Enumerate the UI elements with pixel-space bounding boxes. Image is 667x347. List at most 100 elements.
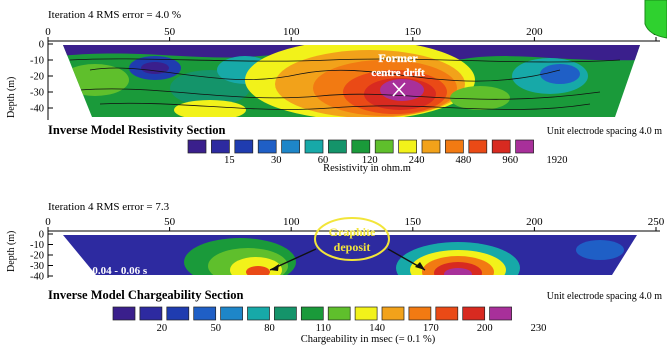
- low-core-left: [141, 62, 169, 74]
- colorbar-caption: Resistivity in ohm.m: [323, 163, 411, 174]
- y-tick-label: 0: [39, 230, 44, 241]
- y-tick-labels: 0-10-20-30-40: [30, 230, 53, 283]
- colorbar-value: 200: [477, 323, 493, 334]
- annotation-line-2: centre drift: [371, 67, 425, 79]
- drift-void: [380, 79, 424, 101]
- colorbar-swatch: [374, 139, 394, 154]
- colorbar-swatch: [421, 139, 441, 154]
- former-centre-drift-annotation: Former centre drift: [371, 51, 425, 97]
- colorbar-swatch: [328, 139, 347, 154]
- colorbar-swatch: [193, 306, 217, 321]
- mid-zone-left: [63, 64, 129, 96]
- colorbar-swatch: [281, 139, 300, 154]
- colorbar-swatch: [435, 306, 459, 321]
- resistivity-panel: Iteration 4 RMS error = 4.0 %: [6, 9, 662, 174]
- depth-axis-label: Depth (m): [6, 231, 17, 272]
- colorbar-swatch: [234, 139, 254, 154]
- ip-window-label: IP 3 = 0.04 - 0.06 s: [62, 265, 148, 277]
- colorbar-swatch: [398, 139, 417, 154]
- colorbar-swatch: [408, 306, 432, 321]
- x-tick-label: 100: [283, 216, 300, 228]
- colorbar-swatch: [187, 139, 207, 154]
- resistivity-section: [63, 45, 640, 117]
- right-low: [540, 64, 580, 84]
- x-tick-label: 100: [283, 26, 300, 38]
- colorbar-swatch: [247, 306, 270, 321]
- y-tick-label: -10: [30, 56, 44, 67]
- colorbar-swatch: [220, 306, 243, 321]
- contour-line: [99, 102, 591, 110]
- chargeability-colorbar: [112, 306, 512, 321]
- background-fill: [63, 235, 637, 275]
- y-tick-label: -20: [30, 251, 44, 262]
- colorbar-swatch: [491, 139, 511, 154]
- contour-line: [69, 58, 621, 63]
- y-tick-labels: 0 -10 -20 -30 -40: [30, 40, 53, 115]
- x-tick-label: 200: [526, 216, 543, 228]
- depth-axis-label: Depth (m): [6, 77, 17, 118]
- colorbar-value: 60: [318, 155, 329, 166]
- colorbar-value: 240: [409, 155, 425, 166]
- x-tick-label: 0: [45, 26, 51, 38]
- colorbar-value: 15: [224, 155, 235, 166]
- right-green: [450, 86, 510, 110]
- colorbar-value: 1920: [547, 155, 568, 166]
- colorbar-swatch: [112, 306, 136, 321]
- y-tick-label: -40: [30, 272, 44, 283]
- electrode-spacing-label: Unit electrode spacing 4.0 m: [547, 126, 662, 137]
- colorbar-value: 170: [423, 323, 439, 334]
- colorbar-swatch: [166, 306, 190, 321]
- right-edge-zone: [576, 240, 624, 260]
- colorbar-swatch: [274, 306, 297, 321]
- resistivity-colorbar-values: 15 30 60 120 240 480 960 1920: [224, 155, 567, 166]
- colorbar-swatch: [139, 306, 163, 321]
- x-tick-labels: 0 50 100 150 200 250: [45, 216, 665, 231]
- bottom-yellow: [174, 100, 246, 117]
- colorbar-value: 480: [456, 155, 472, 166]
- arrowhead-right: [415, 262, 425, 270]
- chargeability-section: [63, 235, 637, 275]
- x-tick-label: 150: [405, 26, 422, 38]
- chargeability-colorbar-values: 20 50 80 110 140 170 200 230: [157, 323, 547, 334]
- y-tick-label: -30: [30, 88, 44, 99]
- colorbar-value: 80: [264, 323, 275, 334]
- colorbar-swatch: [257, 139, 277, 154]
- colorbar-swatch: [300, 306, 324, 321]
- corner-badge: [644, 0, 667, 39]
- y-tick-label: -40: [30, 104, 44, 115]
- colorbar-value: 30: [271, 155, 282, 166]
- x-tick-label: 50: [164, 216, 176, 228]
- colorbar-swatch: [445, 139, 464, 154]
- colorbar-swatch: [515, 139, 534, 154]
- section-title: Inverse Model Chargeability Section: [48, 288, 244, 302]
- colorbar-swatch: [304, 139, 324, 154]
- anomaly-left-core: [246, 266, 270, 275]
- x-tick-label: 50: [164, 26, 176, 38]
- colorbar-swatch: [327, 306, 351, 321]
- section-title: Inverse Model Resistivity Section: [48, 123, 225, 137]
- y-tick-label: -20: [30, 72, 44, 83]
- colorbar-swatch: [489, 306, 512, 321]
- colorbar-swatch: [462, 306, 486, 321]
- graphite-deposit-callout: Graphite deposit: [269, 217, 426, 271]
- resistivity-colorbar: [187, 139, 534, 154]
- electrode-spacing-label: Unit electrode spacing 4.0 m: [547, 291, 662, 302]
- colorbar-value: 140: [369, 323, 385, 334]
- y-tick-label: 0: [39, 40, 44, 51]
- callout-line-1: Graphite: [329, 225, 376, 239]
- colorbar-swatch: [211, 139, 230, 154]
- colorbar-value: 230: [531, 323, 547, 334]
- callout-line-2: deposit: [334, 240, 371, 254]
- crossed-pick-icon: [392, 82, 406, 97]
- arrowhead-left: [270, 264, 279, 271]
- colorbar-value: 960: [502, 155, 518, 166]
- iteration-label: Iteration 4 RMS error = 4.0 %: [48, 9, 181, 21]
- colorbar-value: 110: [316, 323, 331, 334]
- anomaly-right-core: [444, 268, 472, 275]
- chargeability-panel: Iteration 4 RMS error = 7.3 0 50 100 150 200…: [6, 201, 665, 345]
- colorbar-caption: Chargeability in msec (= 0.1 %): [301, 334, 436, 345]
- iteration-label: Iteration 4 RMS error = 7.3: [48, 201, 170, 213]
- annotation-line-1: Former: [378, 51, 418, 65]
